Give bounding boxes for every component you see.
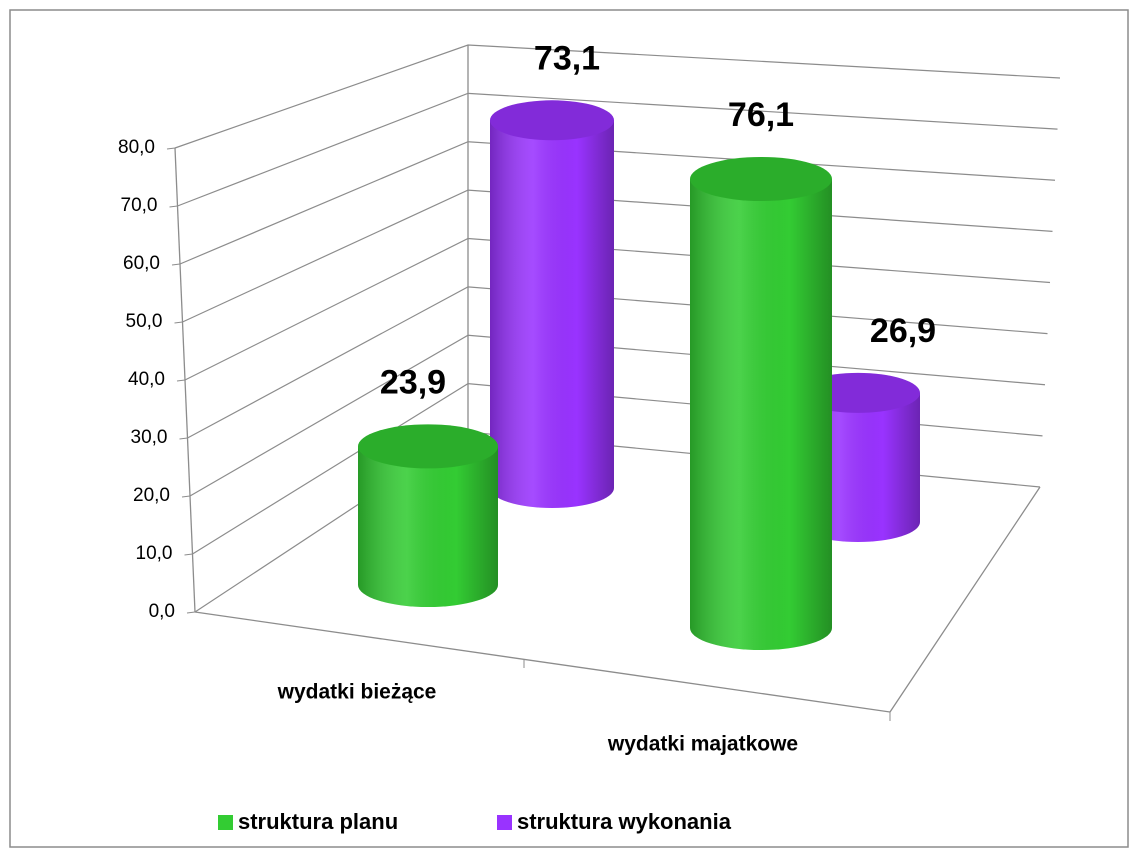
y-tick bbox=[174, 321, 183, 324]
value-label: 23,9 bbox=[380, 363, 446, 401]
y-tick bbox=[184, 553, 193, 556]
y-tick bbox=[171, 263, 181, 266]
y-tick-label: 0,0 bbox=[149, 601, 175, 622]
y-tick-label: 50,0 bbox=[126, 311, 163, 332]
legend-swatch bbox=[218, 815, 233, 830]
y-tick-label: 10,0 bbox=[136, 543, 173, 564]
y-tick-label: 20,0 bbox=[133, 485, 170, 506]
value-label: 73,1 bbox=[534, 39, 600, 77]
y-tick bbox=[176, 379, 186, 382]
y-tick bbox=[181, 495, 191, 498]
cylinder-top bbox=[690, 157, 832, 202]
cylinder-top bbox=[358, 424, 498, 469]
y-tick-label: 80,0 bbox=[118, 137, 155, 158]
grid-line bbox=[182, 189, 1053, 323]
grid-line bbox=[187, 286, 1048, 439]
cylinder-shade bbox=[690, 179, 832, 650]
grid-line bbox=[174, 44, 1061, 149]
x-tick-label: wydatki bieżące bbox=[277, 681, 437, 704]
cylinder-top-shade bbox=[490, 100, 614, 141]
value-label: 26,9 bbox=[870, 312, 936, 350]
cylinder-top-shade bbox=[358, 424, 498, 469]
grid-line bbox=[177, 92, 1058, 207]
x-tick-label: wydatki majatkowe bbox=[607, 733, 798, 756]
grid-line bbox=[179, 141, 1056, 265]
y-tick-label: 60,0 bbox=[123, 253, 160, 274]
legend-label: struktura wykonania bbox=[517, 809, 732, 834]
cylinder-top-shade bbox=[690, 157, 832, 202]
grid-line bbox=[189, 334, 1046, 497]
y-tick-label: 30,0 bbox=[131, 427, 168, 448]
y-tick bbox=[179, 437, 188, 440]
legend-swatch bbox=[497, 815, 512, 830]
value-label: 76,1 bbox=[728, 96, 794, 134]
cylinder-top bbox=[490, 100, 614, 141]
cylinder-shade bbox=[490, 120, 614, 508]
y-tick bbox=[166, 147, 176, 150]
grid-line bbox=[184, 237, 1051, 381]
cylinder-shade bbox=[358, 446, 498, 607]
y-tick bbox=[186, 611, 196, 614]
y-tick-label: 70,0 bbox=[121, 195, 158, 216]
y-tick bbox=[169, 205, 178, 208]
legend-label: struktura planu bbox=[238, 809, 398, 834]
y-tick-label: 40,0 bbox=[128, 369, 165, 390]
